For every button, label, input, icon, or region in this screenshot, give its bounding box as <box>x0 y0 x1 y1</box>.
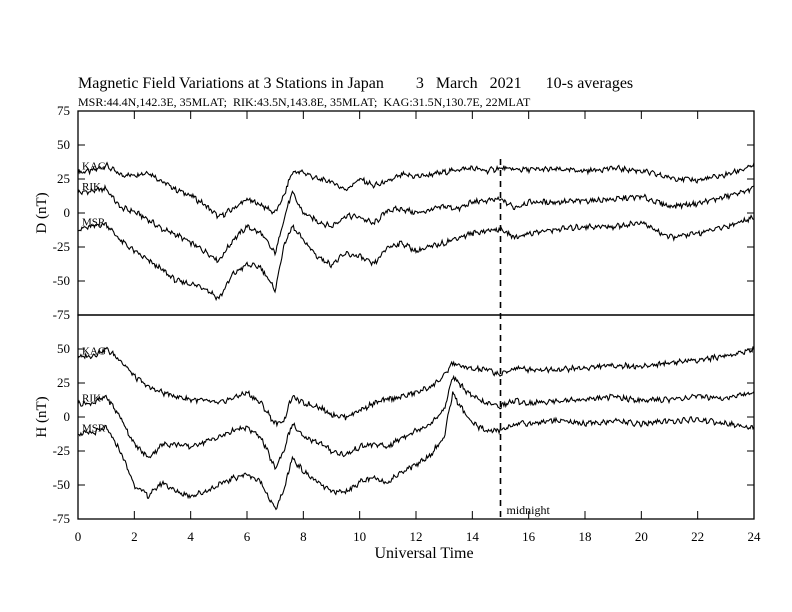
x-tick-label: 14 <box>466 529 480 544</box>
y-axis-label: H (nT) <box>34 396 50 437</box>
panel-frame <box>77 110 755 316</box>
x-tick-label: 4 <box>187 529 194 544</box>
y-axis-label: D (nT) <box>34 192 50 233</box>
series-line-kag <box>77 346 755 428</box>
y-tick-label: 75 <box>57 103 70 118</box>
h-panel: 50 25 0 -25 -50 -75 H (nT) KAG RIK MSR <box>34 314 755 526</box>
y-tick-label: 50 <box>57 137 70 152</box>
series-label-msr: MSR <box>82 217 106 229</box>
series-line-rik <box>77 374 755 471</box>
x-tick-label: 0 <box>75 529 82 544</box>
y-tick-label: -25 <box>53 239 70 254</box>
x-tick-label: 8 <box>300 529 307 544</box>
series-line-msr <box>77 214 755 302</box>
chart-title: Magnetic Field Variations at 3 Stations … <box>78 75 633 92</box>
chart-subtitle: MSR:44.4N,142.3E, 35MLAT; RIK:43.5N,143.… <box>78 95 531 109</box>
y-tick-label: -50 <box>53 273 70 288</box>
x-tick-label: 18 <box>579 529 592 544</box>
y-tick-label: -75 <box>53 307 70 322</box>
d-panel: 75 50 25 0 -25 -50 -75 D (nT) KAG RIK MSR <box>34 103 755 322</box>
x-tick-label: 20 <box>635 529 648 544</box>
y-tick-label: 25 <box>57 171 70 186</box>
series-label-rik: RIK <box>82 181 101 193</box>
y-tick-label: 50 <box>57 341 70 356</box>
x-tick-label: 2 <box>131 529 138 544</box>
x-tick-label: 10 <box>353 529 366 544</box>
x-axis-label: Universal Time <box>374 545 473 562</box>
x-tick-label: 22 <box>691 529 704 544</box>
y-tick-label: -75 <box>53 511 70 526</box>
series-label-msr: MSR <box>82 422 106 434</box>
x-axis: 0 2 4 6 8 10 12 14 16 18 20 22 24 <box>75 111 761 544</box>
y-tick-label: 25 <box>57 375 70 390</box>
y-tick-label: 0 <box>64 205 71 220</box>
series-line-msr <box>77 391 755 511</box>
series-line-kag <box>77 161 755 220</box>
y-tick-label: 0 <box>64 409 71 424</box>
x-tick-label: 12 <box>410 529 423 544</box>
series-line-rik <box>77 183 755 264</box>
series-label-rik: RIK <box>82 392 101 404</box>
panel-frame <box>77 314 755 520</box>
y-tick-label: -50 <box>53 477 70 492</box>
x-tick-label: 24 <box>748 529 762 544</box>
series-label-kag: KAG <box>82 345 106 357</box>
midnight-label: midnight <box>507 503 551 517</box>
x-tick-label: 6 <box>244 529 251 544</box>
x-tick-label: 16 <box>522 529 536 544</box>
series-label-kag: KAG <box>82 160 106 172</box>
y-tick-label: -25 <box>53 443 70 458</box>
